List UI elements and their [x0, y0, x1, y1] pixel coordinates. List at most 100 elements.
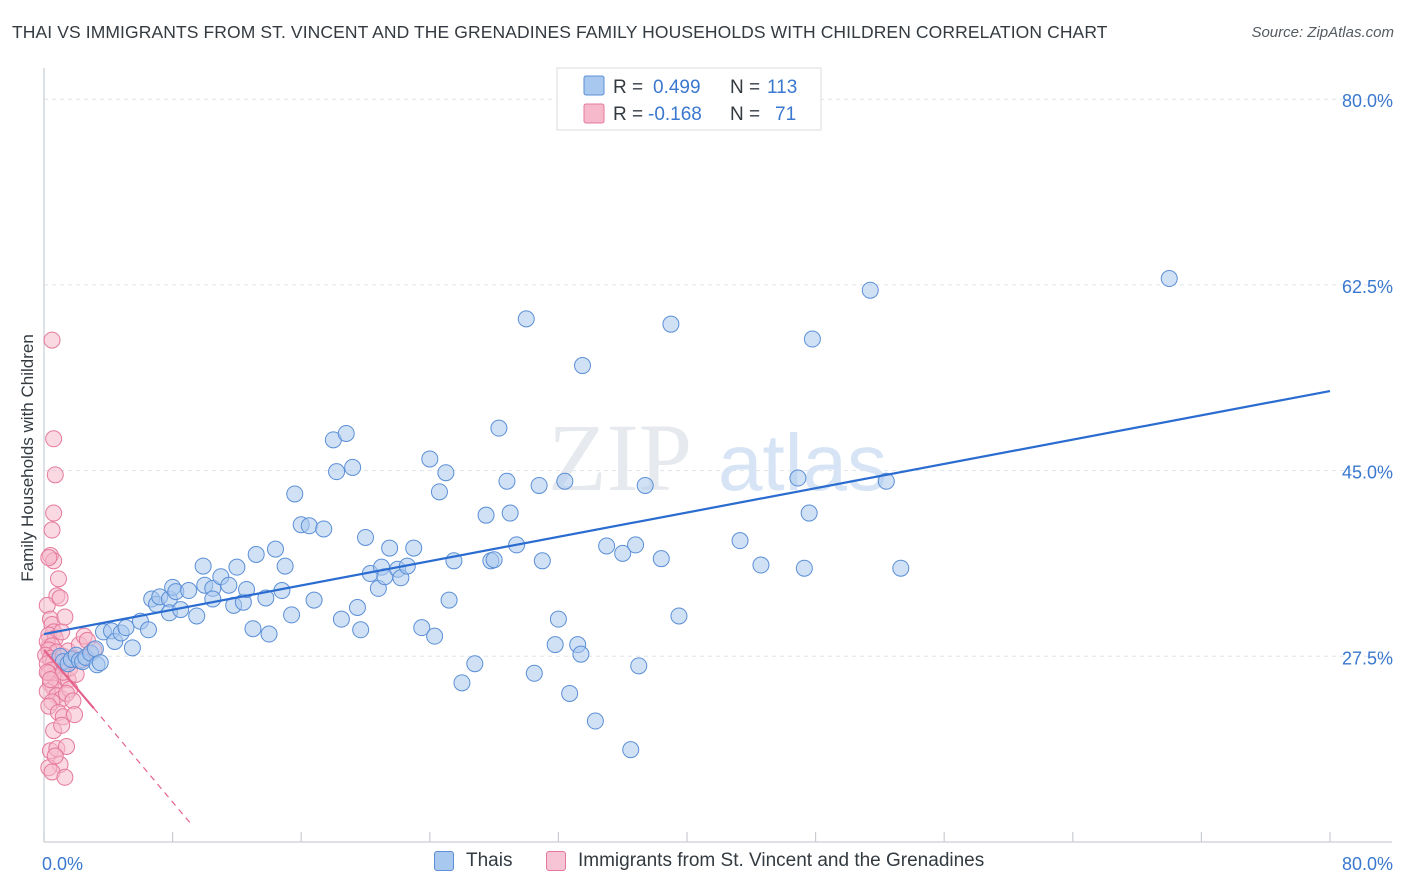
immigrants-point-44	[56, 768, 74, 786]
immigrants-point-8	[40, 549, 58, 567]
legend-swatch-immigrants-bottom	[546, 851, 566, 871]
thais-point-71	[421, 450, 439, 468]
thais-point-39	[238, 580, 256, 598]
thais-point-90	[546, 636, 564, 654]
x-tick-label-0: 0.0%	[42, 854, 83, 874]
thais-point-115	[892, 559, 910, 577]
thais-point-16	[117, 619, 135, 637]
thais-point-111	[800, 504, 818, 522]
thais-point-97	[586, 712, 604, 730]
legend-n-label-immigrants: N =	[730, 104, 760, 125]
thais-point-88	[530, 476, 548, 494]
source-credit: Source: ZipAtlas.com	[1251, 24, 1394, 41]
tick-labels: 27.5% 45.0% 62.5% 80.0% 0.0% 80.0%	[42, 91, 1393, 874]
thais-point-40	[244, 620, 262, 638]
thais-point-89	[533, 552, 551, 570]
thais-point-96	[574, 357, 592, 375]
x-tick-label-1: 80.0%	[1342, 854, 1393, 874]
thais-point-57	[344, 458, 362, 476]
correlation-legend: R = 0.499 N = 113 R = -0.168 N = 71	[556, 67, 822, 131]
thais-point-48	[286, 485, 304, 503]
thais-point-28	[180, 582, 198, 600]
thais-point-107	[731, 532, 749, 550]
y-axis-label: Family Households with Children	[18, 334, 37, 582]
immigrants-point-2	[45, 430, 63, 448]
gridlines	[44, 98, 1392, 657]
legend-label-immigrants: Immigrants from St. Vincent and the Gren…	[578, 850, 985, 871]
thais-point-108	[752, 556, 770, 574]
immigrants-point-58	[56, 608, 74, 626]
thais-point-50	[300, 517, 318, 535]
thais-point-103	[636, 476, 654, 494]
legend-n-value-thais: 113	[767, 77, 797, 98]
thais-point-112	[803, 330, 821, 348]
thais-point-105	[662, 315, 680, 333]
thais-point-109	[789, 469, 807, 487]
legend-r-value-thais: 0.499	[653, 77, 701, 98]
thais-point-101	[627, 536, 645, 554]
legend-swatch-thais-bottom	[434, 851, 454, 871]
series-legend: Thais Immigrants from St. Vincent and th…	[0, 850, 1406, 880]
thais-point-59	[352, 621, 370, 639]
thais-point-19	[139, 621, 157, 639]
thais-point-104	[652, 550, 670, 568]
thais-point-60	[357, 528, 374, 546]
thais-point-58	[348, 598, 366, 616]
thais-point-52	[315, 520, 333, 538]
thais-point-92	[556, 472, 574, 490]
thais-point-73	[430, 483, 448, 501]
immigrants-trend-line	[43, 649, 95, 710]
thais-point-74	[437, 464, 455, 482]
thais-point-110	[795, 559, 813, 577]
y-tick-label-2: 62.5%	[1342, 277, 1393, 297]
immigrants-point-3	[46, 466, 64, 484]
immigrants-point-49	[66, 706, 84, 724]
immigrants-point-5	[43, 521, 61, 539]
immigrants-point-1	[43, 331, 61, 349]
immigrants-trend-extension	[93, 707, 193, 826]
legend-n-value-immigrants: 71	[775, 104, 796, 125]
thais-point-95	[572, 645, 590, 663]
legend-label-thais: Thais	[466, 850, 513, 871]
watermark-atlas: atlas	[718, 418, 887, 507]
thais-point-54	[328, 463, 346, 481]
thais-point-55	[332, 610, 350, 628]
thais-point-17	[123, 639, 141, 657]
watermark: ZIP atlas	[548, 404, 887, 511]
thais-point-78	[466, 655, 484, 673]
thais-point-33	[204, 590, 222, 608]
thais-point-86	[517, 310, 535, 328]
trend-lines	[43, 389, 1331, 826]
thais-point-77	[453, 674, 471, 692]
y-tick-label-1: 45.0%	[1342, 463, 1393, 483]
thais-point-114	[877, 472, 895, 490]
thais-point-47	[283, 606, 301, 624]
thais-point-72	[426, 627, 444, 645]
thais-point-29	[188, 607, 206, 625]
thais-point-11	[91, 654, 109, 672]
thais-point-46	[276, 557, 294, 575]
thais-point-44	[266, 540, 284, 558]
immigrants-point-60	[49, 570, 67, 588]
thais-point-93	[561, 684, 579, 702]
thais-trend-line	[43, 389, 1331, 636]
legend-swatch-thais	[583, 75, 605, 96]
thais-points	[51, 270, 1178, 759]
thais-point-37	[228, 558, 246, 576]
legend-r-value-immigrants: -0.168	[648, 104, 702, 125]
thais-point-100	[622, 741, 640, 759]
thais-point-69	[405, 539, 423, 557]
legend-swatch-immigrants	[583, 103, 605, 124]
y-tick-label-0: 27.5%	[1342, 648, 1393, 668]
chart-title: THAI VS IMMIGRANTS FROM ST. VINCENT AND …	[12, 22, 1108, 42]
thais-point-116	[1160, 270, 1178, 288]
thais-point-98	[598, 537, 616, 555]
thais-point-65	[381, 539, 399, 557]
thais-point-83	[498, 472, 516, 490]
thais-point-82	[490, 419, 508, 437]
immigrants-point-59	[51, 589, 69, 607]
legend-r-label-immigrants: R =	[613, 104, 643, 125]
thais-point-75	[440, 591, 458, 609]
watermark-zip: ZIP	[548, 404, 692, 511]
